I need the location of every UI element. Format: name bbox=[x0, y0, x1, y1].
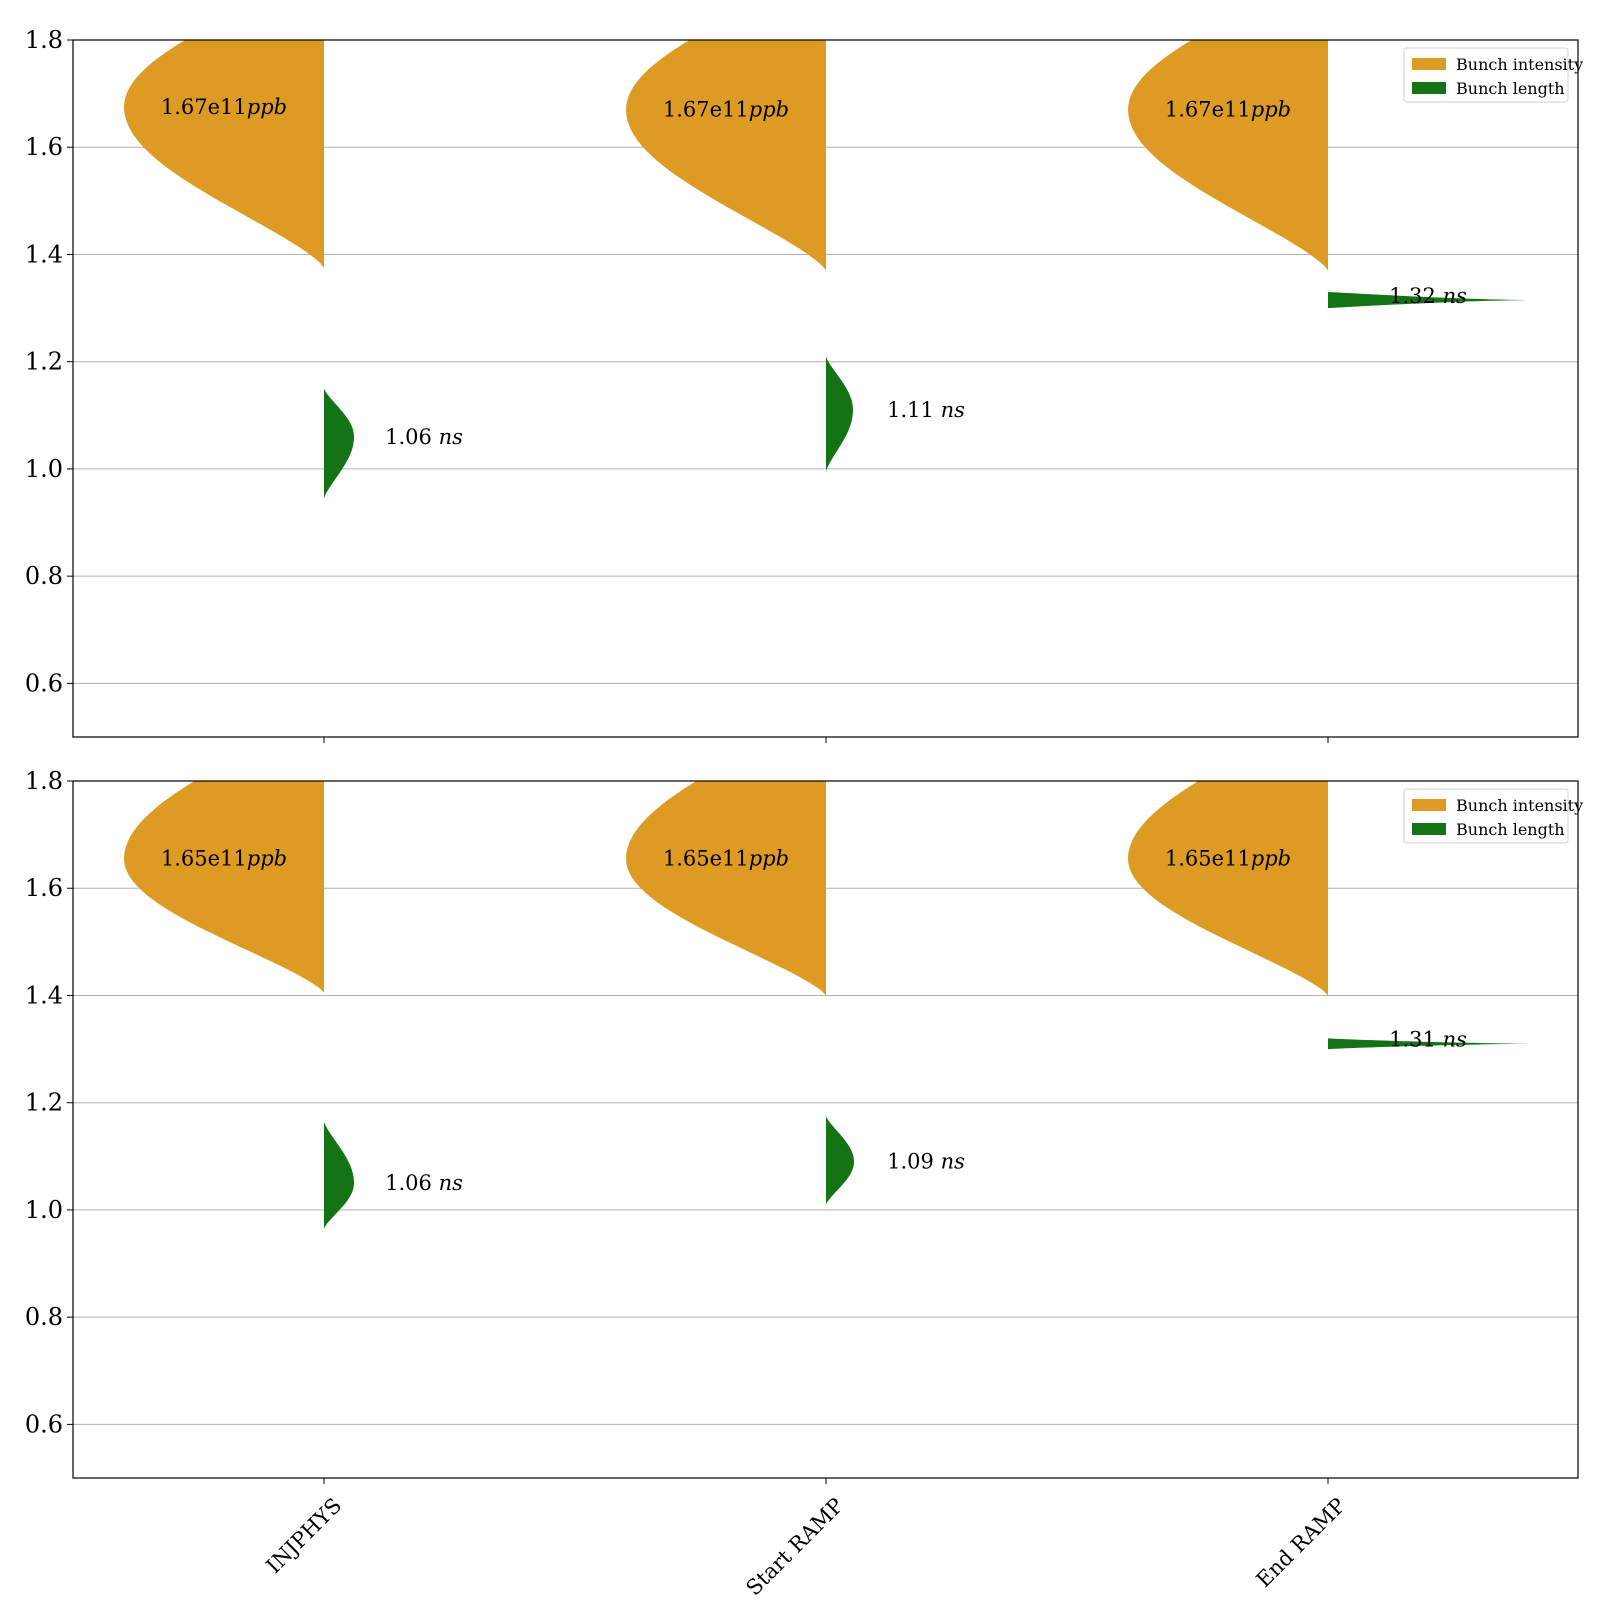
y-tick-label: 1.2 bbox=[25, 348, 63, 376]
y-tick-label: 1.4 bbox=[25, 981, 63, 1009]
x-category-label: Start RAMP bbox=[741, 1493, 848, 1600]
legend-swatch bbox=[1412, 82, 1446, 94]
y-tick-label: 1.8 bbox=[25, 767, 63, 795]
chart-panel-2: 0.6 0.8 1.0 1.2 1.4 1.6 1.8 1.65e11ppb 1.65e11pp… bbox=[25, 767, 1583, 1600]
length-violin-injphys bbox=[324, 1121, 354, 1229]
y-tick-label: 1.4 bbox=[25, 240, 63, 268]
length-violin-end-ramp bbox=[1328, 291, 1528, 309]
length-median-label: 1.09 ns bbox=[887, 1150, 965, 1174]
chart-panel-1: 0.6 0.8 1.0 1.2 1.4 1.6 1.8 1.67e11ppb 1.67e11pp… bbox=[25, 26, 1583, 743]
y-tick-label: 1.6 bbox=[25, 874, 63, 902]
length-violin-start-ramp bbox=[826, 356, 853, 472]
legend-swatch bbox=[1412, 799, 1446, 811]
legend-entry: Bunch length bbox=[1456, 820, 1565, 839]
x-category-label: End RAMP bbox=[1252, 1493, 1351, 1592]
intensity-median-label: 1.67e11ppb bbox=[1165, 98, 1291, 122]
length-violin-start-ramp bbox=[826, 1116, 854, 1205]
y-tick-label: 1.8 bbox=[25, 26, 63, 54]
y-tick-label: 0.6 bbox=[25, 1410, 63, 1438]
intensity-violin-end-ramp bbox=[1128, 781, 1328, 996]
intensity-median-label: 1.67e11ppb bbox=[161, 95, 287, 119]
intensity-median-label: 1.67e11ppb bbox=[663, 98, 789, 122]
length-violin-injphys bbox=[324, 388, 354, 499]
y-tick-label: 1.6 bbox=[25, 133, 63, 161]
intensity-violin-start-ramp bbox=[626, 40, 826, 271]
intensity-median-label: 1.65e11ppb bbox=[663, 847, 789, 871]
legend-entry: Bunch length bbox=[1456, 79, 1565, 98]
length-median-label: 1.06 ns bbox=[385, 1171, 463, 1195]
y-tick-label: 0.8 bbox=[25, 562, 63, 590]
legend-swatch bbox=[1412, 823, 1446, 835]
x-category-label: INJPHYS bbox=[262, 1493, 347, 1578]
intensity-median-label: 1.65e11ppb bbox=[161, 847, 287, 871]
length-median-label: 1.11 ns bbox=[887, 398, 965, 422]
length-median-label: 1.31 ns bbox=[1389, 1028, 1467, 1052]
y-tick-label: 1.0 bbox=[25, 1196, 63, 1224]
intensity-violin-injphys bbox=[124, 781, 324, 993]
length-violin-end-ramp bbox=[1328, 1038, 1528, 1050]
legend-swatch bbox=[1412, 58, 1446, 70]
y-tick-label: 0.8 bbox=[25, 1303, 63, 1331]
violin-layer bbox=[124, 40, 1528, 499]
intensity-violin-start-ramp bbox=[626, 781, 826, 996]
y-tick-label: 1.0 bbox=[25, 455, 63, 483]
length-median-label: 1.32 ns bbox=[1389, 284, 1467, 308]
y-tick-label: 0.6 bbox=[25, 669, 63, 697]
length-median-label: 1.06 ns bbox=[385, 425, 463, 449]
intensity-median-label: 1.65e11ppb bbox=[1165, 847, 1291, 871]
y-tick-label: 1.2 bbox=[25, 1089, 63, 1117]
intensity-violin-end-ramp bbox=[1128, 40, 1328, 271]
intensity-violin-injphys bbox=[124, 40, 324, 268]
violin-layer bbox=[124, 781, 1528, 1229]
legend-entry: Bunch intensity bbox=[1456, 796, 1583, 815]
legend-entry: Bunch intensity bbox=[1456, 55, 1583, 74]
